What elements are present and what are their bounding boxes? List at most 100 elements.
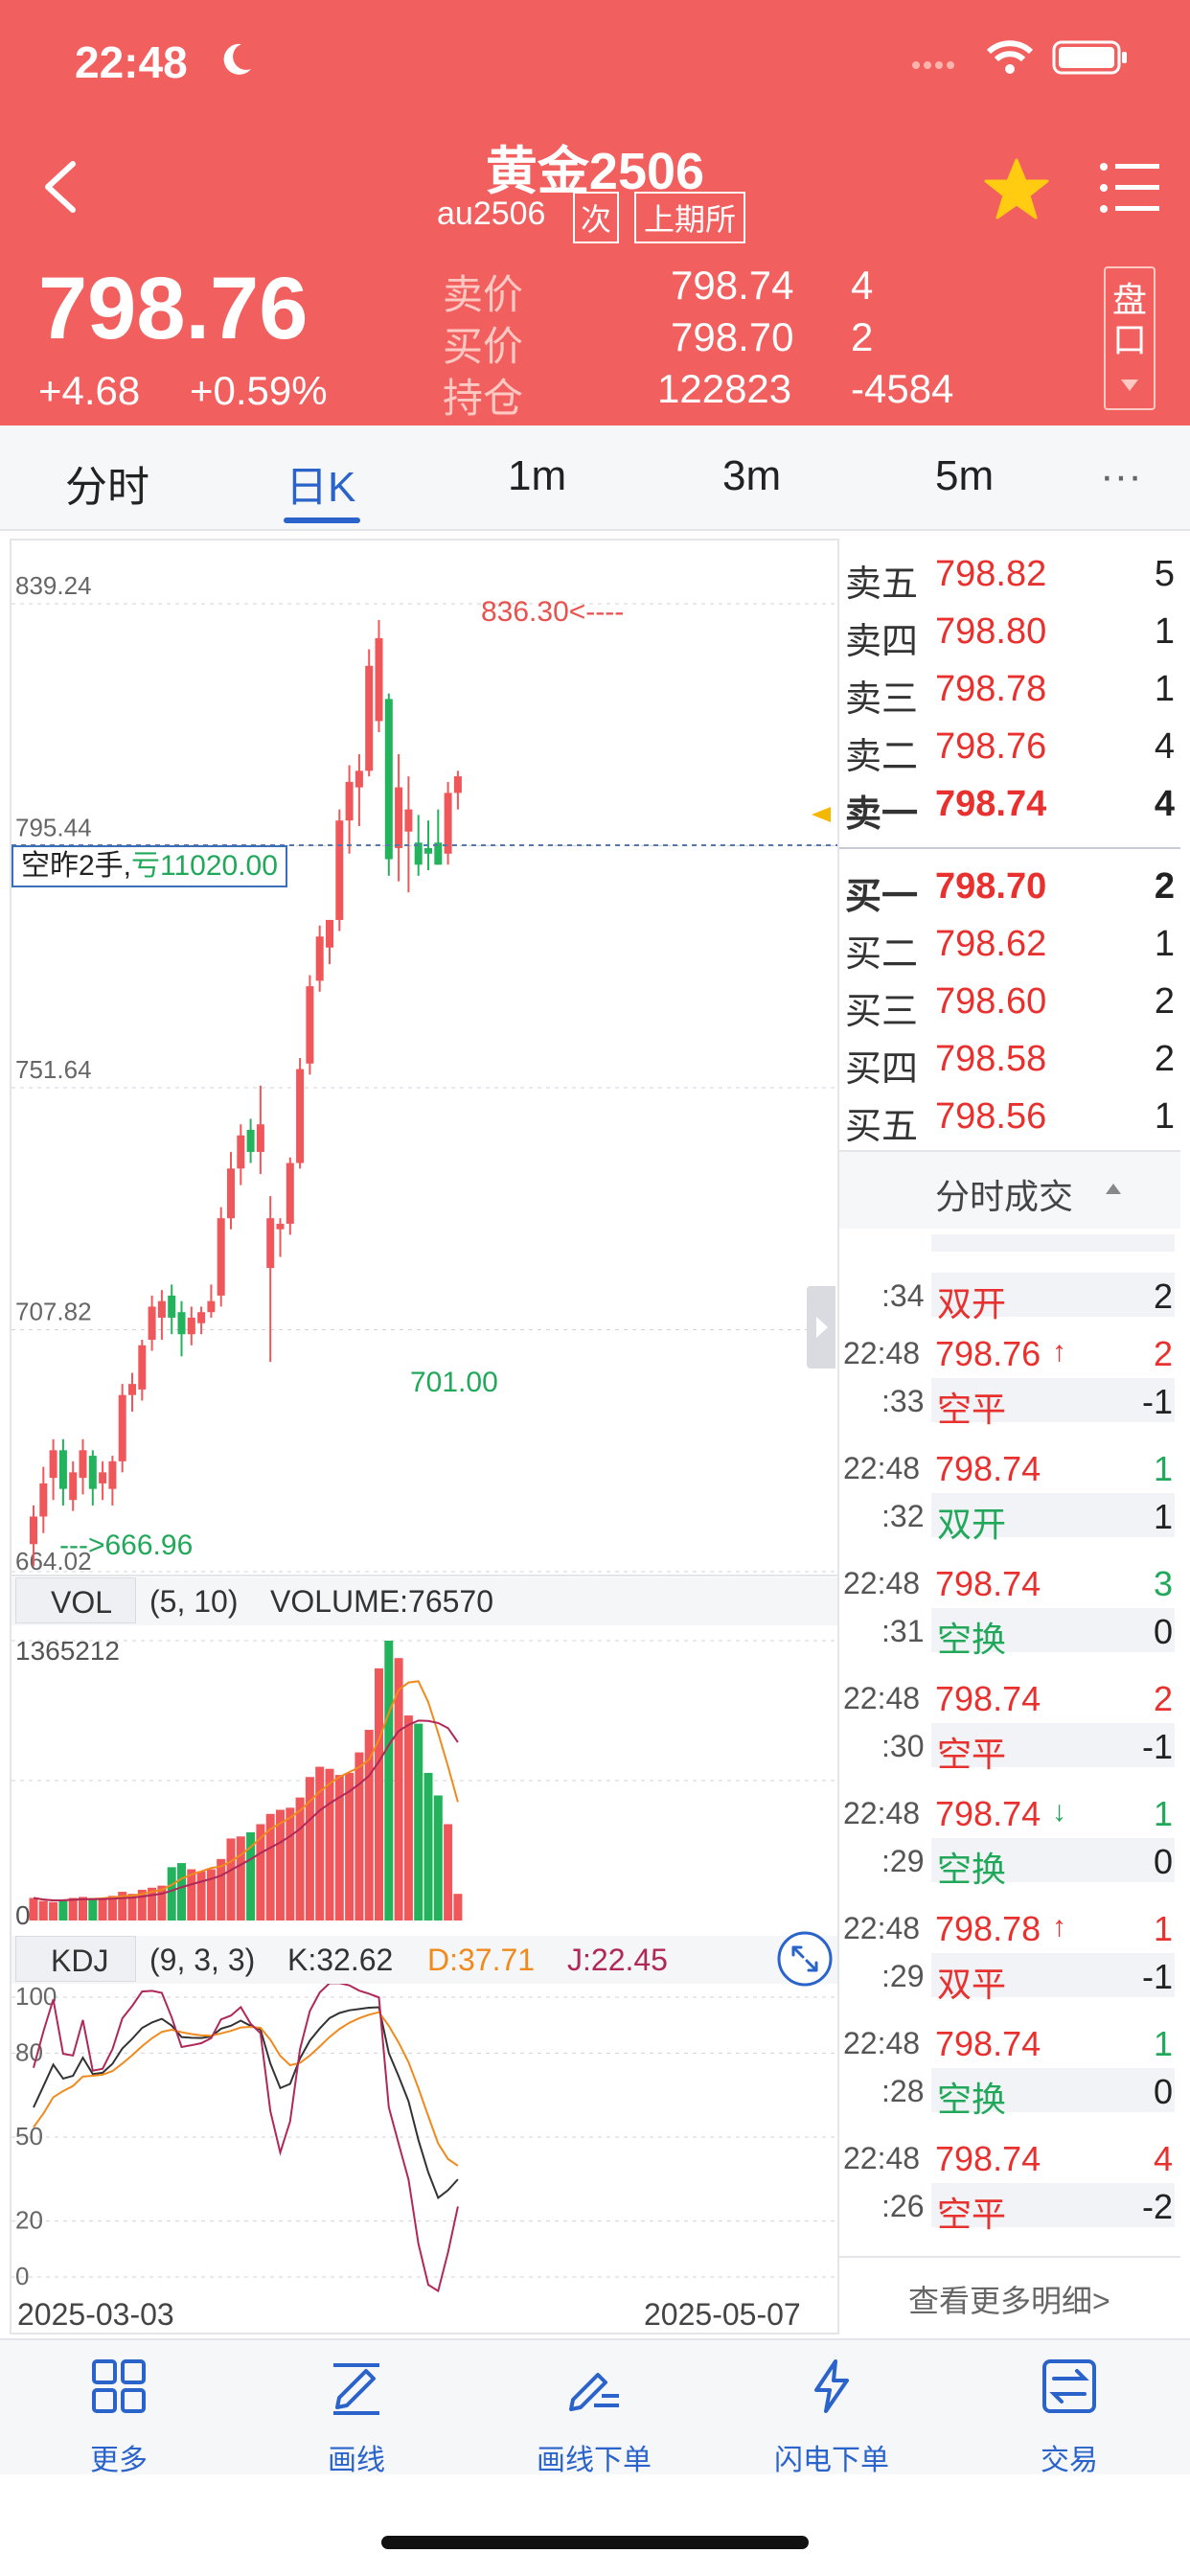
trade-direction-arrow: ↓	[1052, 1796, 1066, 1828]
trade-price: 798.74	[935, 1449, 1041, 1488]
volume-bar	[444, 1824, 453, 1920]
trades-header[interactable]: 分时成交	[839, 1150, 1180, 1229]
candle-body	[424, 848, 432, 854]
expand-chart-icon[interactable]	[776, 1930, 834, 1988]
orderbook-divider	[839, 847, 1180, 849]
trade-time: 22:48	[843, 1796, 921, 1830]
trade-time: 22:48	[843, 2026, 921, 2060]
tab-more[interactable]: ···	[1100, 452, 1142, 499]
price-tick-label: 839.24	[15, 571, 92, 600]
open-interest-change: -4584	[851, 366, 954, 411]
ask-row-1[interactable]: 卖五 798.82 5	[839, 546, 1180, 605]
period-tabs: 分时 日K 1m 3m 5m ···	[0, 426, 1190, 531]
back-icon[interactable]	[38, 158, 86, 216]
trade-oi-change: 0	[1153, 2072, 1173, 2111]
pen-order-icon	[569, 2373, 619, 2411]
kdj-d-value: D:37.71	[427, 1943, 536, 1977]
next-contract-badge: 次	[573, 192, 620, 243]
bid-price: 798.56	[935, 1096, 1047, 1137]
bid-row-4[interactable]: 买四 798.58 2	[839, 1031, 1180, 1090]
toolbar-draw-line-button[interactable]: 画线	[238, 2340, 475, 2476]
collapse-panel-handle[interactable]	[807, 1286, 835, 1368]
kdj-grid	[11, 1996, 837, 2278]
ask-row-5[interactable]: 卖一 798.74 4	[839, 776, 1180, 835]
toolbar-draw-line-label: 画线	[328, 2445, 385, 2476]
trade-oi-change: 1	[1153, 1497, 1173, 1536]
candle-body	[444, 793, 452, 854]
chart-area[interactable]: 839.24 795.44 751.64 707.82 664.02 836.30<--…	[10, 539, 839, 2334]
trade-direction-arrow: ↑	[1052, 1336, 1066, 1368]
volume-ma5-line	[33, 1680, 459, 1901]
trade-price: 798.74	[935, 2024, 1041, 2063]
chart-svg[interactable]: 839.24 795.44 751.64 707.82 664.02 836.30<--…	[11, 540, 837, 2333]
toolbar-more-button[interactable]: 更多	[0, 2340, 238, 2476]
candle-body	[197, 1312, 206, 1323]
kdj-j-value: J:22.45	[567, 1943, 668, 1977]
trade-row: 22:48 798.74 3:31 空换 0	[839, 1554, 1180, 1666]
ask-label: 卖二	[845, 737, 919, 777]
ask-label: 卖价	[443, 272, 524, 317]
candle-body	[157, 1300, 166, 1318]
volume-bar	[79, 1897, 87, 1920]
favorite-star-icon[interactable]	[983, 157, 1050, 220]
trade-sec: :29	[881, 1844, 925, 1878]
volume-indicator-selector[interactable]: VOL	[15, 1577, 136, 1623]
toolbar-lightning-order-button[interactable]: 闪电下单	[713, 2340, 950, 2476]
bid-row-2[interactable]: 买二 798.62 1	[839, 916, 1180, 975]
candle-body	[207, 1300, 216, 1313]
panel-toggle-button[interactable]: 盘口	[1104, 266, 1156, 410]
tab-5m[interactable]: 5m	[935, 452, 995, 499]
toolbar-draw-order-label: 画线下单	[537, 2445, 652, 2476]
volume-bar	[286, 1807, 295, 1920]
bid-row-1[interactable]: 买一 798.70 2	[839, 859, 1180, 917]
more-details-link[interactable]: 查看更多明细>	[839, 2256, 1180, 2333]
position-label-pnl: 亏11020.00	[131, 850, 278, 882]
candles	[30, 619, 462, 1567]
volume-bar	[236, 1836, 245, 1920]
candle-body	[365, 665, 374, 771]
volume-bar	[49, 1901, 58, 1920]
tab-1m[interactable]: 1m	[508, 452, 567, 499]
ask-label: 卖三	[845, 679, 919, 720]
trade-oi-change: -1	[1141, 1727, 1173, 1766]
trade-qty: 2	[1153, 1679, 1173, 1718]
trade-sec: :30	[881, 1729, 925, 1763]
ask-label: 卖五	[845, 564, 919, 605]
kdj-indicator-selector[interactable]: KDJ	[15, 1936, 136, 1982]
toolbar-lightning-order-label: 闪电下单	[774, 2445, 889, 2476]
trade-row: 22:48 798.76 ↑ 2:33 空平 -1	[839, 1324, 1180, 1436]
tab-intraday[interactable]: 分时	[65, 464, 149, 511]
trade-type: 空换	[937, 1620, 1007, 1659]
menu-list-icon[interactable]	[1098, 159, 1163, 217]
ask-label: 卖一	[845, 794, 919, 835]
bid-price: 798.60	[935, 981, 1047, 1022]
volume-bar	[226, 1838, 236, 1920]
toolbar-draw-order-button[interactable]: 画线下单	[475, 2340, 713, 2476]
position-label[interactable]: 空昨2手,亏11020.00	[11, 845, 287, 887]
tab-3m[interactable]: 3m	[722, 452, 782, 499]
ask-row-3[interactable]: 卖三 798.78 1	[839, 661, 1180, 720]
ask-row-2[interactable]: 卖四 798.80 1	[839, 604, 1180, 662]
bid-row-3[interactable]: 买三 798.60 2	[839, 974, 1180, 1032]
volume-bar	[38, 1900, 48, 1920]
status-time: 22:48	[75, 37, 188, 87]
candle-body	[118, 1394, 126, 1461]
bid-row-5[interactable]: 买五 798.56 1	[839, 1089, 1180, 1147]
toolbar-trade-button[interactable]: 交易	[950, 2340, 1188, 2476]
candle-body	[108, 1460, 117, 1489]
candle-body	[256, 1124, 264, 1153]
candle-body	[395, 787, 403, 849]
kdj-tick-label: 80	[15, 2037, 43, 2066]
trade-type: 空换	[937, 2080, 1007, 2119]
volume-bar	[265, 1813, 275, 1920]
bid-label: 买三	[845, 992, 919, 1032]
volume-header: VOL (5, 10) VOLUME:76570	[11, 1577, 837, 1625]
tab-daily-k[interactable]: 日K	[286, 464, 356, 511]
price-change: +4.68	[38, 368, 141, 413]
ask-row-4[interactable]: 卖二 798.76 4	[839, 719, 1180, 777]
bid-qty: 2	[851, 314, 874, 359]
trade-qty: 1	[1153, 2024, 1173, 2063]
trade-sec: :31	[881, 1614, 925, 1648]
trade-type: 空换	[937, 1850, 1007, 1889]
home-indicator	[381, 2536, 809, 2549]
